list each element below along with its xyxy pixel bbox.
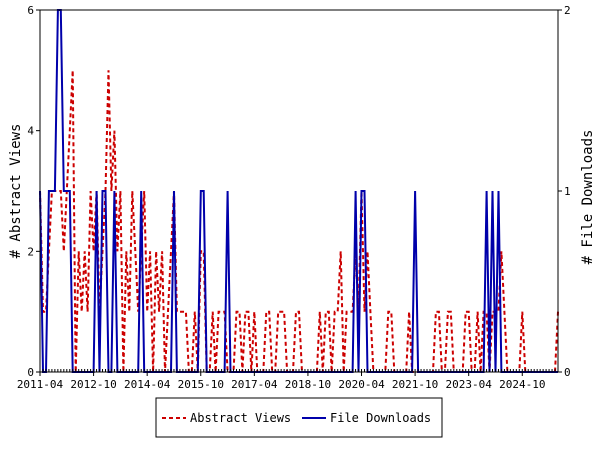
x-tick-label-2014-04: 2014-04	[124, 378, 171, 391]
left-axis-title: # Abstract Views	[8, 124, 24, 259]
x-tick-label-2023-04: 2023-04	[446, 378, 493, 391]
x-tick-label-2011-04: 2011-04	[17, 378, 64, 391]
left-y-tick-label-2: 2	[27, 245, 34, 258]
axis-layer: 2011-04 2012-10 2014-04 2015-10 2017-04 2018-…	[17, 4, 571, 391]
left-y-tick-label-6: 6	[27, 4, 34, 17]
x-tick-label-2021-10: 2021-10	[392, 378, 438, 391]
legend: Abstract Views File Downloads	[155, 397, 443, 438]
legend-label-file-downloads: File Downloads	[330, 411, 431, 425]
right-axis-title: # File Downloads	[580, 130, 596, 265]
left-y-tick-label-0: 0	[27, 366, 34, 379]
x-tick-label-2015-10: 2015-10	[178, 378, 224, 391]
legend-box	[155, 397, 443, 438]
right-y-tick-label-0: 0	[564, 366, 571, 379]
x-tick-label-2020-04: 2020-04	[338, 378, 385, 391]
x-tick-label-2012-10: 2012-10	[70, 378, 116, 391]
x-tick-label-2017-04: 2017-04	[231, 378, 278, 391]
right-y-tick-label-2: 2	[564, 4, 571, 17]
x-tick-label-2024-10: 2024-10	[499, 378, 545, 391]
right-y-tick-label-1: 1	[564, 185, 571, 198]
x-tick-label-2018-10: 2018-10	[285, 378, 331, 391]
legend-label-abstract-views: Abstract Views	[190, 411, 291, 425]
left-y-tick-label-4: 4	[27, 125, 34, 138]
